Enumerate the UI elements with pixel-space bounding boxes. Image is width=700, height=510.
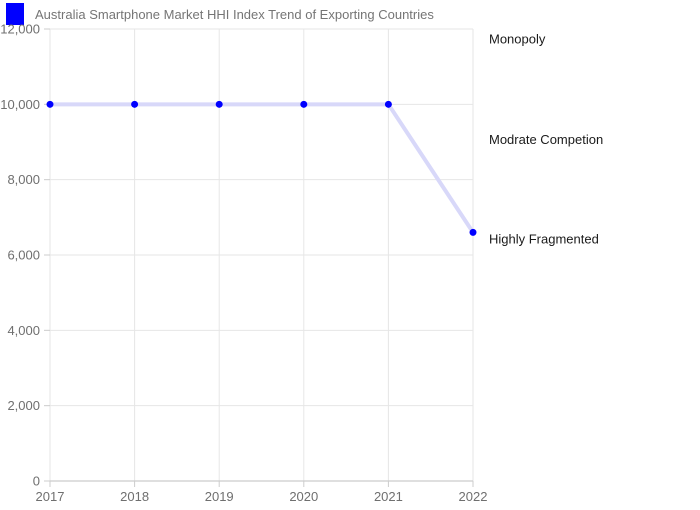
series-line	[48, 102, 475, 235]
x-axis-label: 2021	[374, 489, 403, 504]
legend: Australia Smartphone Market HHI Index Tr…	[0, 0, 700, 28]
y-axis-label: 10,000	[0, 97, 40, 112]
data-point[interactable]	[215, 100, 223, 108]
x-axis-label: 2022	[459, 489, 488, 504]
zone-annotation: Highly Fragmented	[489, 231, 599, 246]
data-point[interactable]	[131, 100, 139, 108]
y-axis-label: 6,000	[7, 248, 40, 263]
x-axis-label: 2017	[36, 489, 65, 504]
legend-swatch	[6, 3, 24, 25]
y-axis-label: 12,000	[0, 22, 40, 37]
y-axis-label: 8,000	[7, 172, 40, 187]
zone-annotation: Monopoly	[489, 32, 546, 47]
zone-annotation: Modrate Competion	[489, 132, 603, 147]
y-axis-label: 4,000	[7, 323, 40, 338]
data-point[interactable]	[469, 228, 477, 236]
data-point[interactable]	[46, 100, 54, 108]
data-point[interactable]	[300, 100, 308, 108]
chart-title: Australia Smartphone Market HHI Index Tr…	[35, 7, 434, 22]
x-axis-label: 2018	[120, 489, 149, 504]
x-axis-label: 2019	[205, 489, 234, 504]
y-axis-label: 2,000	[7, 398, 40, 413]
data-point[interactable]	[384, 100, 392, 108]
x-axis-label: 2020	[289, 489, 318, 504]
y-axis-label: 0	[33, 474, 40, 489]
